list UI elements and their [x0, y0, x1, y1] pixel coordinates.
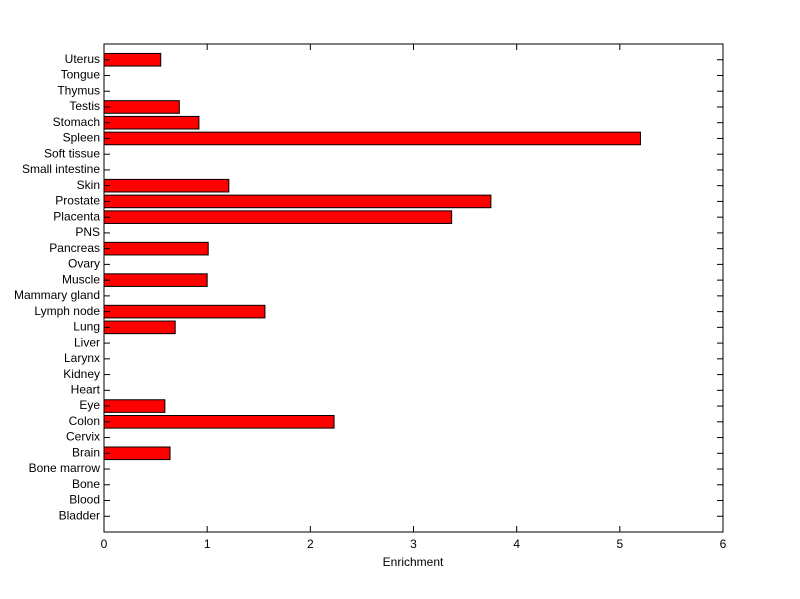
bar: [103, 446, 171, 461]
y-tick-label: Bone marrow: [29, 461, 101, 475]
bar: [103, 320, 176, 335]
bar: [103, 178, 230, 193]
y-tick-label: Kidney: [63, 367, 100, 381]
bar: [103, 52, 162, 67]
bar: [103, 131, 641, 146]
bar: [103, 273, 208, 287]
y-tick-label: Spleen: [63, 131, 100, 145]
bar: [103, 115, 200, 130]
y-tick-label: Stomach: [53, 115, 100, 129]
y-tick-label: Uterus: [65, 52, 100, 66]
y-tick-label: Brain: [72, 445, 100, 459]
y-tick-label: Tongue: [61, 68, 101, 82]
y-tick-label: Colon: [69, 414, 100, 428]
y-tick-label: Heart: [71, 382, 101, 396]
x-tick-label: 2: [307, 537, 314, 551]
bar: [103, 399, 166, 413]
y-tick-label: Larynx: [64, 351, 100, 365]
x-tick-label: 5: [616, 537, 623, 551]
y-tick-label: Ovary: [68, 257, 100, 271]
x-tick-label: 3: [410, 537, 417, 551]
y-tick-label: Bladder: [59, 508, 100, 522]
bar: [103, 210, 453, 224]
bar: [103, 241, 209, 256]
y-tick-label: Small intestine: [22, 162, 100, 176]
y-tick-label: Cervix: [66, 430, 100, 444]
y-tick-label: Blood: [69, 493, 100, 507]
y-tick-label: Soft tissue: [44, 146, 100, 160]
y-tick-label: Lymph node: [34, 304, 100, 318]
y-tick-label: Testis: [69, 99, 100, 113]
y-tick-label: Prostate: [55, 194, 100, 208]
y-tick-label: Bone: [72, 477, 100, 491]
x-tick-label: 6: [720, 537, 727, 551]
y-tick-label: Mammary gland: [14, 288, 100, 302]
x-tick-label: 0: [101, 537, 108, 551]
y-tick-label: Lung: [73, 320, 100, 334]
bar: [103, 415, 335, 429]
bar: [103, 304, 266, 319]
x-axis-label: Enrichment: [383, 555, 444, 569]
y-tick-label: PNS: [75, 225, 100, 239]
bar: [103, 194, 492, 209]
x-tick-label: 1: [204, 537, 211, 551]
plot-frame: [103, 43, 724, 533]
y-tick-label: Liver: [74, 335, 100, 349]
x-tick-label: 4: [513, 537, 520, 551]
y-tick-label: Thymus: [57, 83, 100, 97]
y-tick-label: Placenta: [53, 209, 100, 223]
y-tick-label: Pancreas: [49, 241, 100, 255]
bar: [103, 100, 180, 114]
y-tick-label: Skin: [77, 178, 100, 192]
y-tick-label: Muscle: [62, 272, 100, 286]
y-tick-label: Eye: [79, 398, 100, 412]
